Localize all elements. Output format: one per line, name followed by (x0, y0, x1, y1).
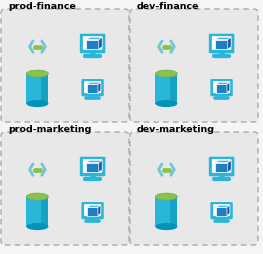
Bar (170, 197, 178, 227)
FancyBboxPatch shape (83, 159, 102, 173)
Polygon shape (216, 82, 230, 84)
Polygon shape (87, 84, 98, 92)
Ellipse shape (155, 223, 178, 230)
FancyBboxPatch shape (80, 157, 105, 176)
Bar (41, 197, 48, 227)
FancyBboxPatch shape (80, 34, 105, 53)
Polygon shape (215, 163, 228, 172)
Polygon shape (216, 207, 227, 216)
FancyBboxPatch shape (209, 157, 234, 176)
FancyBboxPatch shape (212, 159, 231, 173)
FancyBboxPatch shape (213, 204, 230, 216)
Ellipse shape (26, 70, 48, 77)
FancyBboxPatch shape (130, 132, 258, 245)
FancyBboxPatch shape (210, 79, 233, 96)
Polygon shape (87, 82, 101, 84)
Polygon shape (87, 37, 102, 40)
Polygon shape (99, 160, 102, 172)
Bar (26, 74, 48, 104)
FancyBboxPatch shape (84, 204, 101, 216)
Polygon shape (228, 160, 231, 172)
FancyBboxPatch shape (212, 36, 231, 50)
Bar (155, 74, 178, 104)
Ellipse shape (155, 100, 178, 107)
FancyBboxPatch shape (82, 79, 104, 96)
Bar (155, 197, 178, 227)
Ellipse shape (26, 100, 48, 107)
Polygon shape (87, 207, 98, 216)
Ellipse shape (155, 70, 178, 77)
Bar (26, 197, 48, 227)
FancyBboxPatch shape (1, 132, 129, 245)
Polygon shape (216, 84, 227, 92)
FancyBboxPatch shape (1, 9, 129, 122)
FancyBboxPatch shape (82, 202, 104, 219)
Ellipse shape (26, 223, 48, 230)
FancyBboxPatch shape (209, 34, 234, 53)
Polygon shape (87, 40, 99, 49)
Text: prod-marketing: prod-marketing (8, 125, 91, 134)
Polygon shape (98, 205, 101, 216)
Polygon shape (98, 82, 101, 92)
Text: dev-marketing: dev-marketing (137, 125, 215, 134)
Ellipse shape (26, 193, 48, 200)
Polygon shape (99, 37, 102, 49)
Polygon shape (215, 37, 231, 40)
Polygon shape (215, 40, 228, 49)
FancyBboxPatch shape (84, 81, 101, 93)
Polygon shape (227, 205, 230, 216)
FancyBboxPatch shape (130, 9, 258, 122)
Text: prod-finance: prod-finance (8, 2, 76, 11)
Bar (170, 74, 178, 104)
Polygon shape (228, 37, 231, 49)
Polygon shape (227, 82, 230, 92)
Polygon shape (215, 160, 231, 163)
FancyBboxPatch shape (210, 202, 233, 219)
Bar (41, 74, 48, 104)
Polygon shape (216, 205, 230, 207)
FancyBboxPatch shape (213, 81, 230, 93)
FancyBboxPatch shape (83, 36, 102, 50)
Polygon shape (87, 163, 99, 172)
Polygon shape (87, 205, 101, 207)
Polygon shape (87, 160, 102, 163)
Ellipse shape (155, 193, 178, 200)
Text: dev-finance: dev-finance (137, 2, 200, 11)
